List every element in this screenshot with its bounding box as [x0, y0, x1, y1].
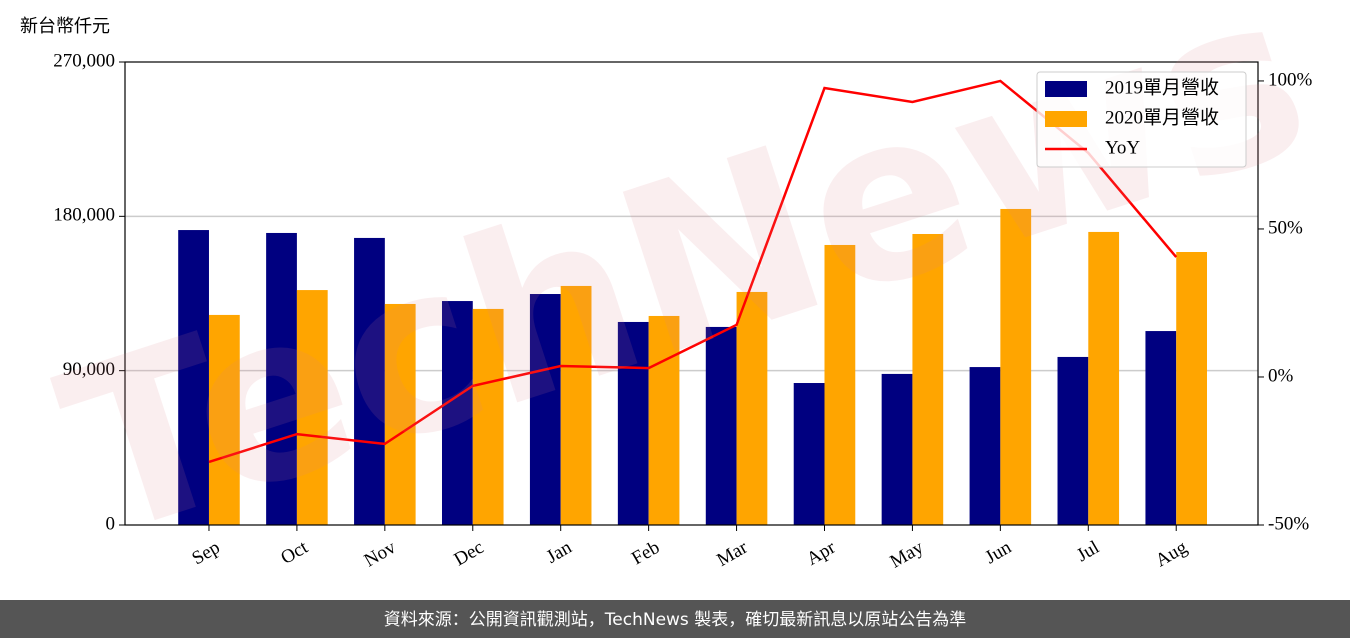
footer-bar [0, 600, 1350, 638]
x-tick-label: May [886, 537, 927, 573]
x-tick-label: Aug [1152, 537, 1191, 572]
bar [178, 230, 209, 525]
x-tick-label: Dec [450, 537, 487, 570]
x-tick-label: Jul [1073, 537, 1103, 566]
legend-swatch [1045, 111, 1087, 127]
bar [208, 314, 240, 525]
y-tick-label: 90,000 [63, 359, 115, 380]
x-tick-label: Feb [628, 537, 663, 569]
bar [705, 326, 737, 525]
x-tick-label: Jun [982, 537, 1016, 569]
bar [617, 321, 649, 525]
y2-tick-label: 0% [1268, 365, 1294, 386]
bar [1145, 331, 1177, 525]
x-tick-label: Jan [543, 537, 576, 568]
bar [648, 315, 680, 525]
bar [296, 290, 328, 525]
bar [266, 232, 297, 525]
bar [1088, 231, 1120, 525]
y-tick-label: 180,000 [53, 205, 115, 226]
y-tick-label: 0 [106, 513, 116, 534]
bar [354, 237, 385, 525]
legend-label: 2019單月營收 [1105, 76, 1219, 98]
legend-swatch [1045, 81, 1087, 97]
bar [1057, 356, 1089, 525]
plot-frame [124, 61, 1259, 526]
line [208, 79, 1178, 464]
bar [793, 383, 825, 525]
bar [969, 367, 1001, 525]
bar [472, 308, 504, 525]
x-tick-label: Mar [713, 537, 751, 571]
y2-tick-label: 100% [1268, 69, 1313, 90]
footer: 資料來源：公開資訊觀測站，TechNews 製表，確切最新訊息以原站公告為準 [384, 610, 966, 630]
bar [560, 285, 592, 525]
bar [736, 291, 768, 525]
legend-label: 2020單月營收 [1105, 106, 1219, 128]
legend-box [1036, 71, 1247, 168]
bar [384, 303, 416, 525]
y2-tick-label: 50% [1268, 217, 1303, 238]
bar [441, 301, 473, 525]
bar [881, 373, 913, 525]
y-axis-label: 新台幣仟元 [20, 16, 110, 37]
x-tick-label: Apr [803, 537, 840, 570]
bar [1000, 208, 1032, 525]
bar [912, 233, 944, 526]
y2-tick-label: -50% [1268, 513, 1309, 534]
bar [1176, 252, 1207, 526]
y-tick-label: 270,000 [53, 50, 115, 71]
bar [824, 244, 856, 525]
x-tick-label: Nov [361, 537, 400, 572]
x-tick-label: Oct [277, 537, 312, 569]
legend-label: YoY [1105, 137, 1140, 158]
bar [529, 294, 561, 525]
